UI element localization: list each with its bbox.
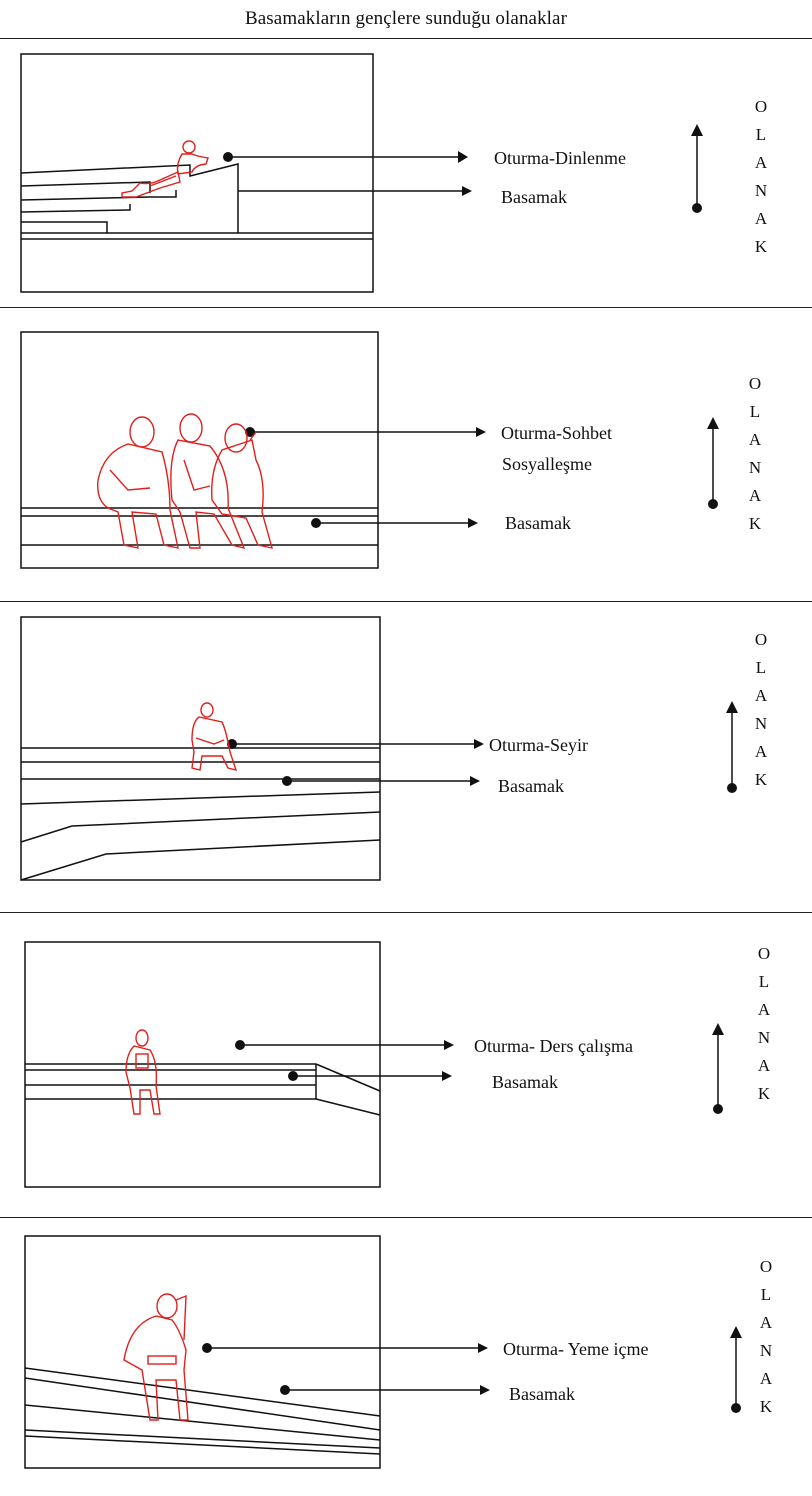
divider: [0, 38, 812, 39]
divider: [0, 1217, 812, 1218]
element-label: Basamak: [505, 513, 571, 533]
sketch-ders: [24, 941, 724, 1188]
figure-seated: [191, 702, 238, 771]
page-title: Basamakların gençlere sunduğu olanaklar: [244, 8, 568, 29]
element-label: Basamak: [509, 1384, 575, 1404]
activity-label-2: Sosyalleşme: [502, 454, 592, 474]
divider: [0, 601, 812, 602]
figure-group: [97, 413, 273, 550]
element-label: Basamak: [498, 776, 564, 796]
element-label: Basamak: [501, 187, 567, 207]
sketch-seyir: [20, 616, 738, 881]
figure-eating: [123, 1293, 189, 1421]
figure-reclining: [121, 140, 209, 198]
divider: [0, 912, 812, 913]
activity-label: Oturma- Yeme içme: [503, 1339, 649, 1359]
activity-label: Oturma-Sohbet: [501, 423, 612, 443]
activity-label: Oturma- Ders çalışma: [474, 1036, 633, 1056]
figure-studying: [125, 1029, 161, 1115]
activity-label: Oturma-Seyir: [489, 735, 588, 755]
sketch-sohbet: [20, 331, 719, 569]
activity-label: Oturma-Dinlenme: [494, 148, 626, 168]
element-label: Basamak: [492, 1072, 558, 1092]
divider: [0, 307, 812, 308]
sketch-dinlenme: [20, 53, 703, 293]
